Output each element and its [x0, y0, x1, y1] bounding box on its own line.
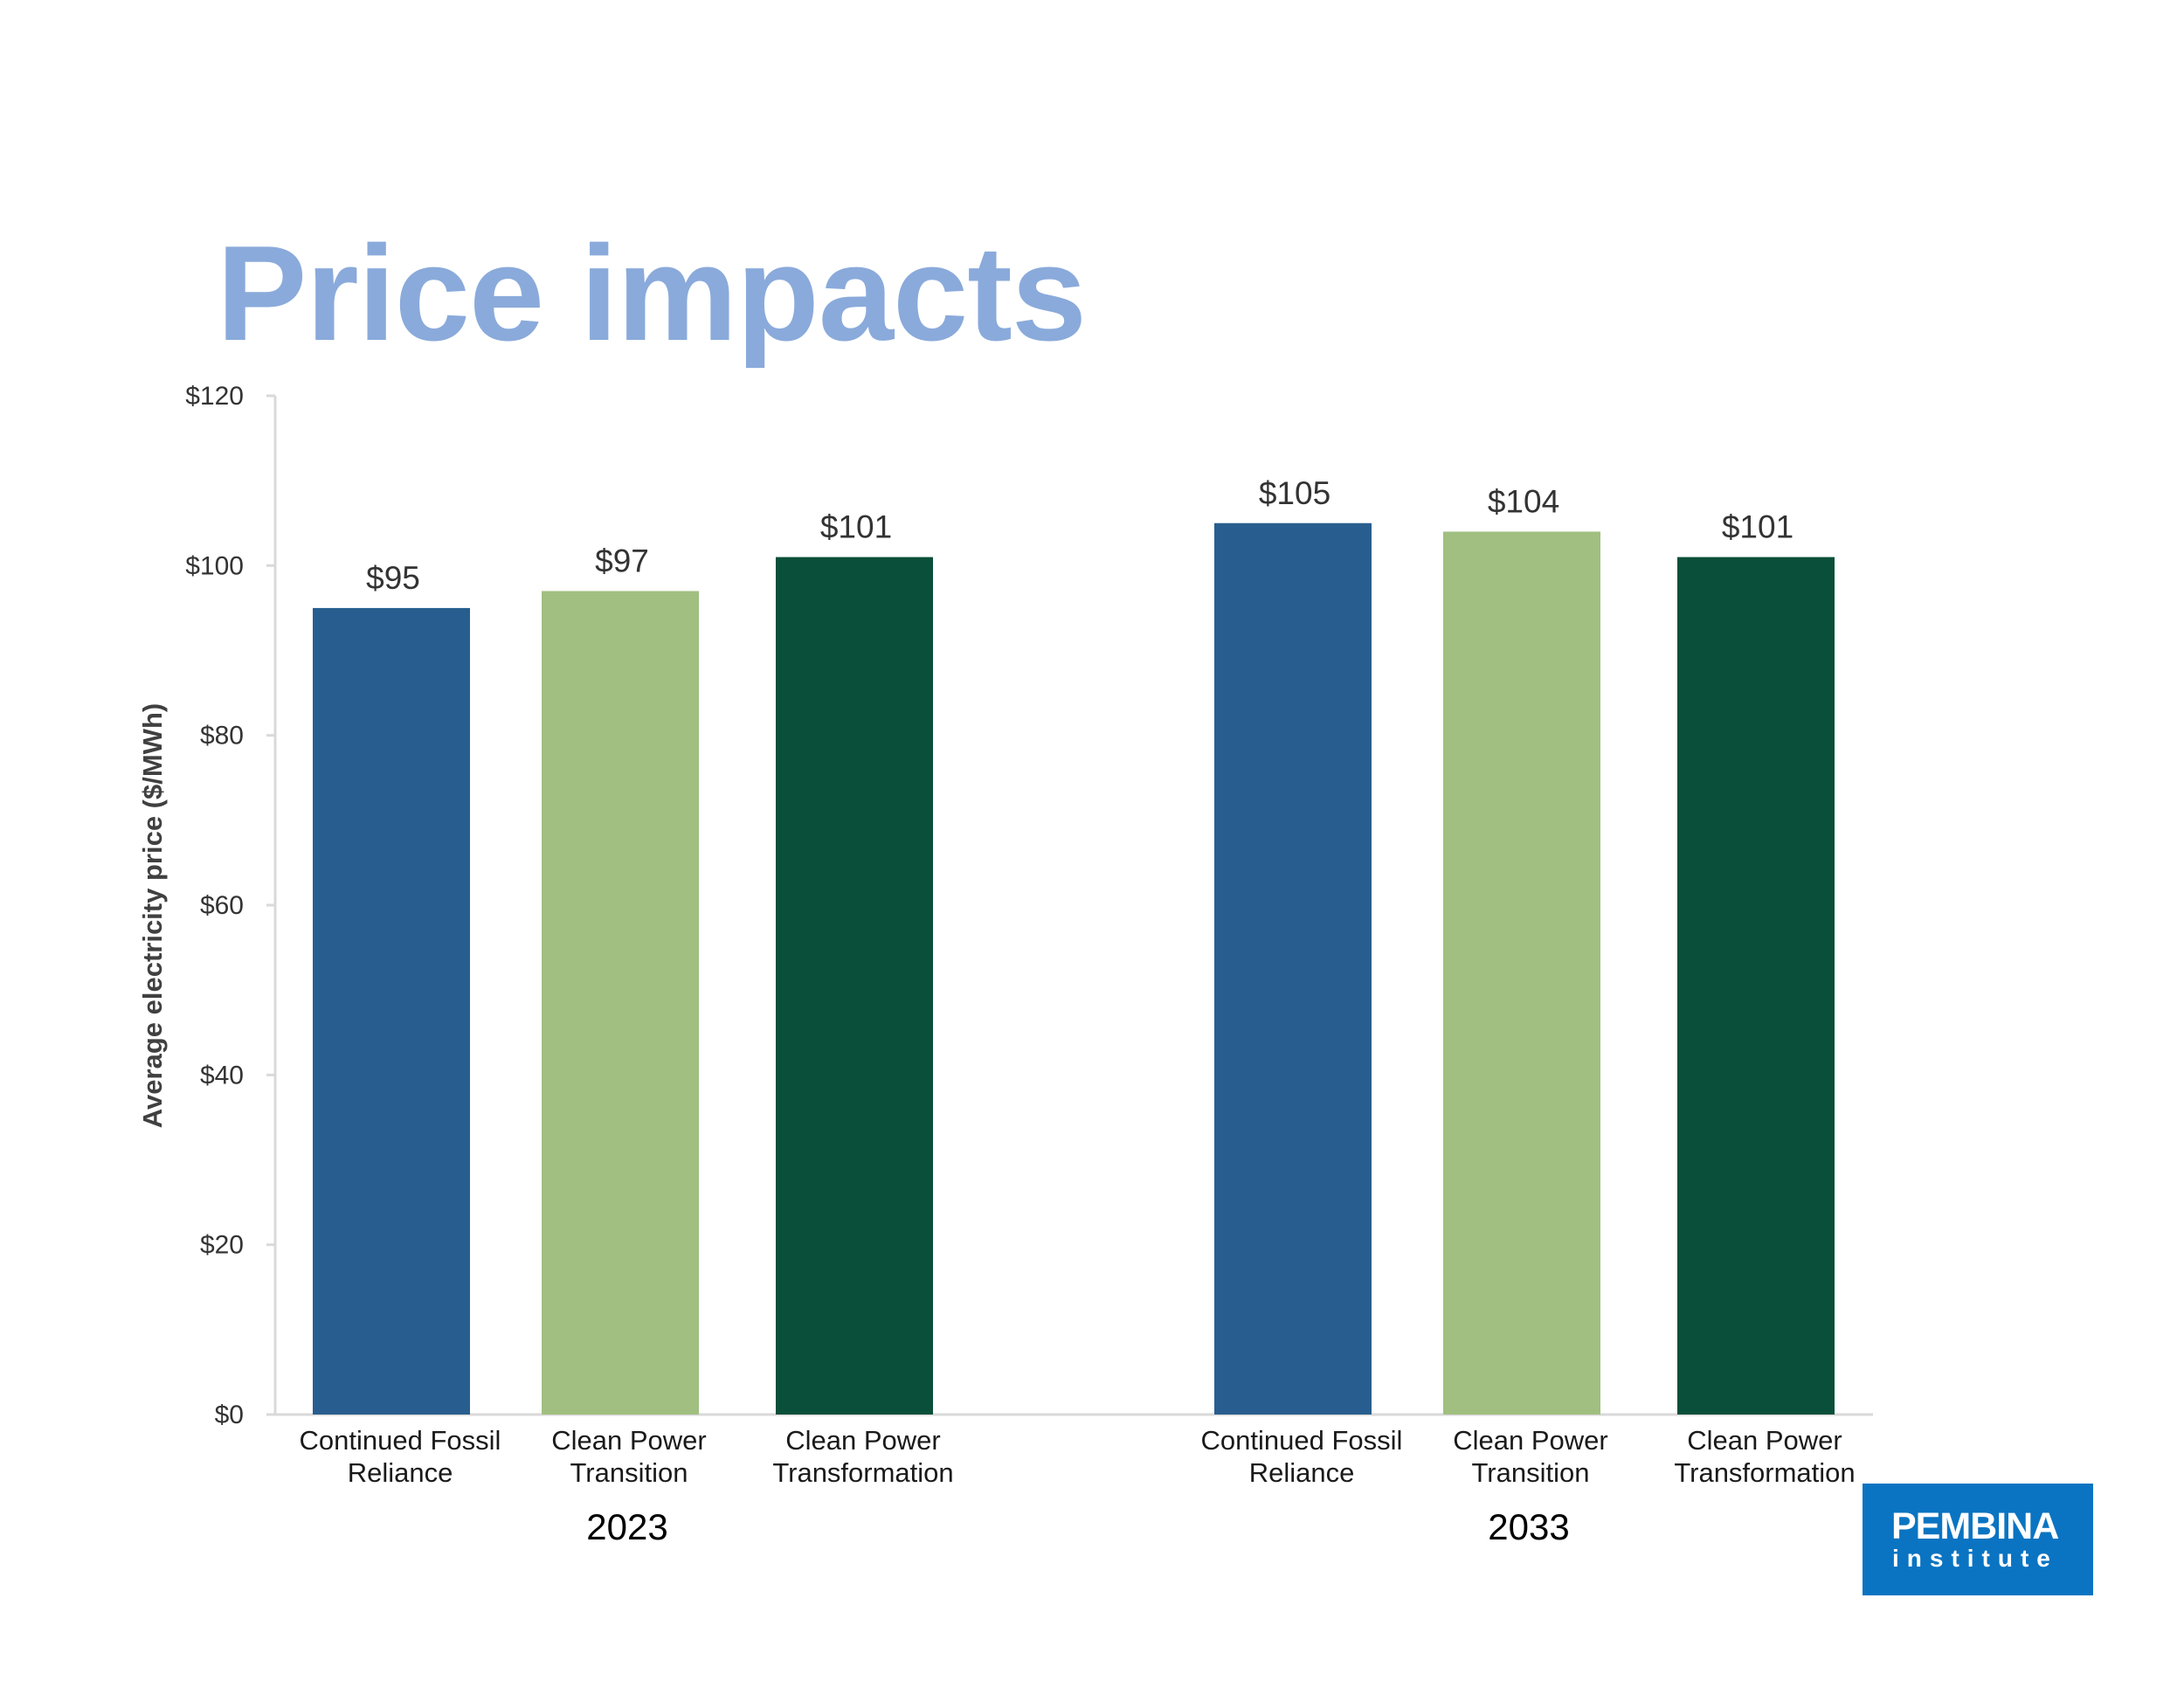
- category-label: Reliance: [1249, 1457, 1355, 1488]
- y-tick-label: $100: [185, 551, 244, 580]
- bar-value-label: $101: [820, 509, 892, 545]
- y-tick-label: $120: [185, 382, 244, 411]
- category-label: Continued Fossil: [300, 1425, 501, 1456]
- category-label: Transformation: [772, 1457, 953, 1488]
- y-tick-label: $80: [200, 722, 244, 751]
- y-tick-label: $60: [200, 891, 244, 920]
- bar-value-label: $104: [1488, 483, 1559, 519]
- pembina-logo: PEMBINA institute: [1863, 1484, 2093, 1595]
- bar: [1214, 522, 1372, 1415]
- category-label: Clean Power: [1453, 1425, 1607, 1456]
- bar-value-label: $105: [1259, 475, 1330, 511]
- y-tick-label: $40: [200, 1061, 244, 1090]
- category-label: Clean Power: [551, 1425, 706, 1456]
- y-tick-label: $0: [215, 1401, 244, 1429]
- group-label: 2033: [1488, 1506, 1569, 1547]
- y-axis-title: Average electricity price ($/MWh): [137, 703, 168, 1128]
- page-title: Price impacts: [217, 218, 1087, 369]
- category-label: Continued Fossil: [1201, 1425, 1403, 1456]
- bar: [1677, 557, 1835, 1415]
- bar: [313, 607, 470, 1415]
- category-label: Transition: [570, 1457, 688, 1488]
- group-label: 2023: [586, 1506, 667, 1547]
- logo-subtitle: institute: [1892, 1545, 2058, 1572]
- logo-name: PEMBINA: [1891, 1505, 2059, 1547]
- bar: [1443, 531, 1600, 1415]
- bar: [776, 557, 933, 1415]
- bar-value-label: $95: [366, 560, 420, 596]
- category-label: Reliance: [348, 1457, 453, 1488]
- bar-value-label: $101: [1722, 509, 1794, 545]
- category-label: Transition: [1472, 1457, 1590, 1488]
- category-label: Clean Power: [785, 1425, 940, 1456]
- bar-value-label: $97: [595, 543, 649, 578]
- category-label: Clean Power: [1687, 1425, 1842, 1456]
- category-label: Transformation: [1674, 1457, 1855, 1488]
- bar: [542, 591, 699, 1415]
- y-tick-label: $20: [200, 1231, 244, 1260]
